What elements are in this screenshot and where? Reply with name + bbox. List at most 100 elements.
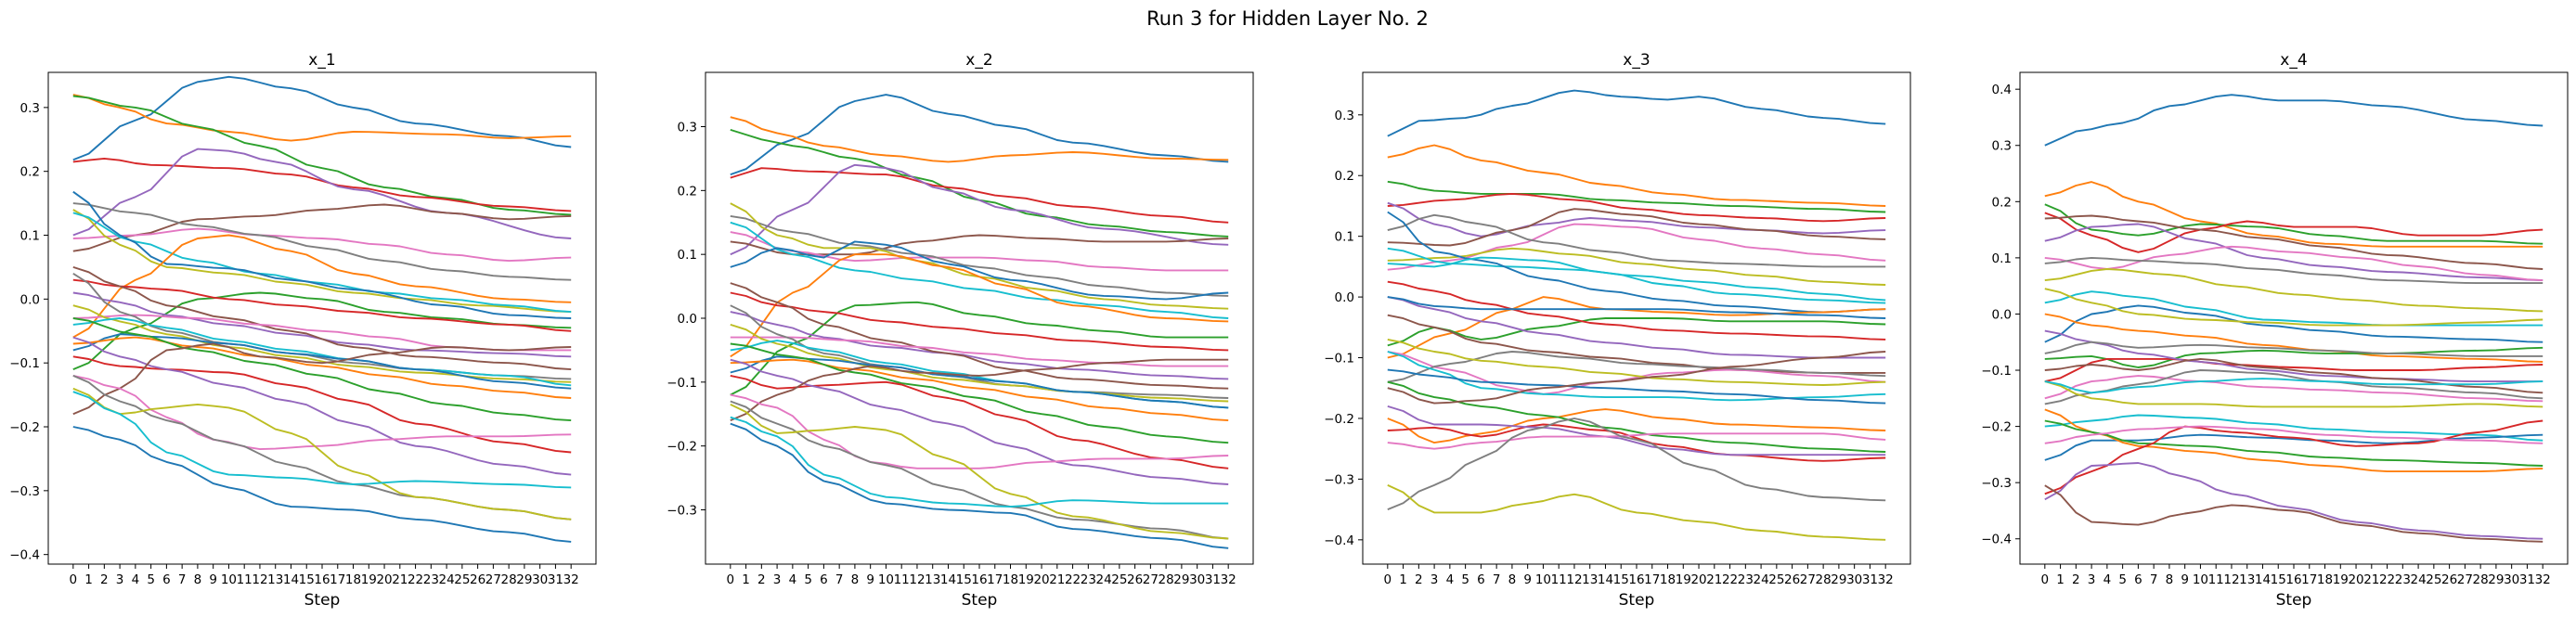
series-line-18 [2044,369,2544,405]
y-tick-label: −0.3 [667,503,697,518]
series-line-10 [1387,247,1886,302]
y-axis: −0.3 −0.2 −0.1 0.0 0.1 0.2 0.3 [667,121,705,518]
series-line-11 [730,240,1229,301]
x-tick-label: 14 [940,572,956,587]
x-tick-label: 17 [330,572,345,587]
y-tick-label: 0.3 [678,121,697,135]
series-line-12 [2044,313,2544,363]
series-line-5 [2044,223,2544,282]
subplot-title: x_2 [965,51,992,70]
series-line-15 [1387,296,1886,359]
x-tick-label: 3 [2088,572,2096,587]
x-tick-label: 9 [866,572,874,587]
x-tick-label: 12 [252,572,267,587]
x-tick-label: 2 [100,572,109,587]
x-tick-label: 32 [1221,572,1236,587]
series-line-8 [2044,256,2544,285]
y-tick-label: −0.3 [1324,472,1354,487]
y-tick-label: −0.2 [1324,412,1354,427]
subplot-title: x_4 [2280,51,2307,70]
y-tick-label: 0.3 [1335,109,1354,123]
x-tick-label: 29 [1831,572,1846,587]
x-tick-label: 3 [116,572,124,587]
series-line-14 [1387,280,1886,341]
series-line-10 [730,221,1229,319]
series-line-31 [72,426,572,543]
series-line-16 [730,282,1229,390]
series-line-27 [730,393,1229,469]
x-tick-label: 14 [2255,572,2271,587]
series-line-5 [730,163,1229,256]
y-axis: −0.4 −0.3 −0.2 −0.1 0.0 0.1 0.2 0.3 [9,101,48,563]
x-tick-label: 17 [2301,572,2317,587]
series-line-24 [730,374,1229,469]
y-tick-label: −0.2 [667,440,697,455]
x-axis: 0 1 2 3 4 5 6 7 8 9 10 11 12 13 14 15 16 17 18 19 20 21 22 23 24… [727,564,1236,610]
x-tick-label: 23 [1738,572,1754,587]
series-group [730,94,1229,549]
x-tick-label: 21 [2363,572,2379,587]
series-line-29 [1387,484,1886,541]
x-tick-label: 18 [1003,572,1018,587]
series-line-14 [730,291,1229,352]
x-tick-label: 8 [1508,572,1517,587]
x-tick-label: 10 [2193,572,2208,587]
x-axis: 0 1 2 3 4 5 6 7 8 9 10 11 12 13 14 15 16 17 18 19 20 21 22 23 24… [2041,564,2551,610]
x-tick-label: 20 [2348,572,2363,587]
series-line-13 [72,291,572,370]
x-axis: 0 1 2 3 4 5 6 7 8 9 10 11 12 13 14 15 16 17 18 19 20 21 22 23 24… [70,564,579,610]
x-tick-label: 7 [1493,572,1501,587]
x-tick-label: 11 [2208,572,2224,587]
x-tick-label: 24 [1095,572,1111,587]
y-tick-label: 0.3 [20,101,40,116]
series-line-4 [1387,192,1886,223]
series-line-9 [1387,247,1886,286]
series-line-2 [730,116,1229,163]
x-tick-label: 6 [820,572,828,587]
y-tick-label: −0.1 [667,376,697,391]
x-tick-label: 20 [1690,572,1706,587]
x-tick-label: 19 [1676,572,1691,587]
x-axis-label: Step [304,591,341,610]
series-line-23 [72,317,572,422]
series-line-4 [72,157,572,212]
series-line-18 [1387,351,1886,383]
x-tick-label: 13 [2239,572,2255,587]
x-tick-label: 19 [2333,572,2349,587]
x-tick-label: 15 [956,572,972,587]
x-tick-label: 25 [2426,572,2441,587]
x-tick-label: 29 [516,572,532,587]
x-tick-label: 19 [1018,572,1034,587]
x-tick-label: 30 [1846,572,1862,587]
x-tick-label: 27 [1143,572,1159,587]
y-tick-label: −0.3 [1981,476,2012,491]
figure-suptitle: Run 3 for Hidden Layer No. 2 [1146,7,1429,30]
series-line-13 [1387,317,1886,347]
series-line-12 [730,253,1229,358]
x-tick-label: 10 [221,572,237,587]
series-line-20 [72,317,572,387]
x-tick-label: 29 [2488,572,2504,587]
x-tick-label: 27 [2457,572,2473,587]
x-tick-label: 18 [1660,572,1676,587]
series-line-25 [730,358,1229,485]
subplot-2: x_2 0 1 2 3 4 5 6 7 8 9 10 11 12 13 14 15 16 17 18 19 20 21 22 2… [667,51,1254,610]
series-line-3 [1387,180,1886,213]
series-line-3 [730,128,1229,238]
x-tick-label: 25 [1111,572,1127,587]
x-tick-label: 16 [971,572,987,587]
y-tick-label: −0.1 [1324,352,1354,366]
y-tick-label: 0.0 [678,312,697,327]
series-line-30 [2044,378,2544,394]
series-line-24 [2044,419,2544,495]
series-line-19 [730,323,1229,403]
series-line-6 [72,203,572,252]
subplot-grid: x_10 1 2 3 4 5 6 7 8 9 10 11 12 13 14 15 16 17 18 19 20 21 22 2… [9,51,2569,610]
x-tick-label: 32 [563,572,579,587]
x-tick-label: 12 [2223,572,2239,587]
series-line-12 [72,234,572,339]
x-tick-label: 0 [2041,572,2050,587]
x-tick-label: 7 [2150,572,2158,587]
x-tick-label: 13 [925,572,940,587]
x-tick-label: 26 [470,572,485,587]
